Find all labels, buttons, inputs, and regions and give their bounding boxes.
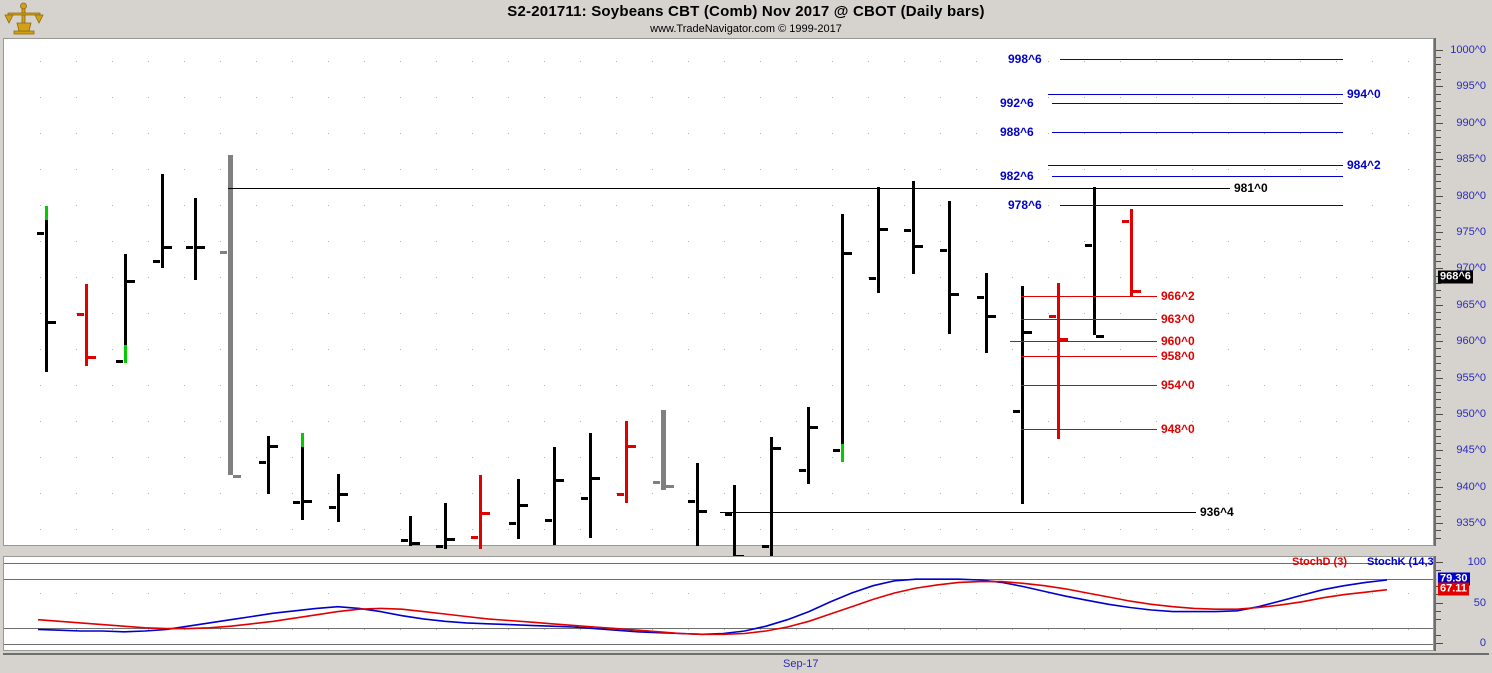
study-line[interactable] (1048, 164, 1343, 166)
study-line[interactable] (720, 512, 1196, 514)
price-axis-label: 960^0 (1456, 335, 1486, 348)
price-axis-label: 935^0 (1456, 517, 1486, 530)
study-line-label: 994^0 (1347, 86, 1381, 101)
price-axis-label: 955^0 (1456, 371, 1486, 384)
price-axis-label: 965^0 (1456, 298, 1486, 311)
study-line-label: 948^0 (1161, 421, 1195, 436)
axis-tick (1436, 231, 1443, 233)
study-line-label: 954^0 (1161, 377, 1195, 392)
time-axis-label: Sep-17 (783, 658, 819, 670)
study-line-label: 936^4 (1200, 505, 1234, 520)
price-chart-panel[interactable]: 998^6 994^0 992^6 988^6 984^2 982^6 981^0 978^6… (3, 38, 1434, 589)
study-line[interactable] (228, 188, 1230, 190)
axis-tick (1436, 450, 1443, 452)
stoch-axis-label: 100 (1467, 556, 1486, 568)
study-line[interactable] (1021, 384, 1157, 386)
stoch-k-value-tag: 79.30 (1438, 572, 1470, 586)
study-line-label: 978^6 (1008, 197, 1042, 212)
price-axis-label: 945^0 (1456, 444, 1486, 457)
axis-tick (1436, 413, 1443, 415)
axis-tick (1436, 562, 1443, 563)
study-line[interactable] (1021, 295, 1157, 297)
axis-tick (1436, 377, 1443, 379)
axis-tick (1436, 486, 1443, 488)
axis-tick (1436, 602, 1443, 604)
legend-item[interactable]: StochD (3) (1292, 556, 1347, 568)
study-line[interactable] (1048, 93, 1343, 95)
price-axis[interactable]: 1000^0 995^0 990^0 985^0 980^0 975^0 970^0 965^… (1434, 38, 1489, 546)
study-line-label: 963^0 (1161, 312, 1195, 327)
study-line[interactable] (1021, 428, 1157, 430)
stoch-gridline (4, 644, 1433, 645)
axis-tick (1436, 195, 1443, 197)
axis-tick (1436, 122, 1443, 124)
study-line-label: 982^6 (1000, 168, 1034, 183)
price-axis-label: 995^0 (1456, 80, 1486, 93)
stoch-axis-label: 0 (1479, 637, 1486, 649)
time-axis[interactable]: Sep-17 (3, 653, 1489, 672)
study-line[interactable] (1021, 319, 1157, 321)
price-axis-label: 975^0 (1456, 225, 1486, 238)
study-line[interactable] (1052, 102, 1343, 104)
price-axis-label: 1000^0 (1450, 43, 1486, 56)
study-line[interactable] (1010, 341, 1157, 343)
price-axis-label: 985^0 (1456, 153, 1486, 166)
stochastic-curves (37, 578, 1388, 636)
stoch-d-value-tag: 67.11 (1438, 582, 1469, 596)
axis-tick (1436, 304, 1443, 306)
study-line[interactable] (1060, 204, 1343, 206)
study-line-label: 984^2 (1347, 157, 1381, 172)
study-line[interactable] (1060, 59, 1343, 61)
current-price-tag: 968^6 (1438, 270, 1473, 284)
study-line[interactable] (1052, 175, 1343, 177)
balance-scale-icon (4, 2, 44, 35)
axis-tick (1436, 643, 1443, 644)
study-line-label: 960^0 (1161, 334, 1195, 349)
stoch-axis-label: 50 (1473, 596, 1486, 609)
stochastic-axis[interactable]: 100 50 0 79.30 67.11 (1434, 556, 1489, 651)
chart-subtitle: www.TradeNavigator.com © 1999-2017 (650, 23, 842, 35)
axis-tick (1436, 523, 1443, 525)
study-line[interactable] (1052, 131, 1343, 133)
price-axis-label: 950^0 (1456, 407, 1486, 420)
price-axis-label: 940^0 (1456, 480, 1486, 493)
study-line-label: 988^6 (1000, 124, 1034, 139)
legend-item[interactable]: StochK (14,3) (1367, 556, 1438, 568)
page-title: S2-201711: Soybeans CBT (Comb) Nov 2017 … (507, 3, 985, 20)
stoch-gridline (4, 627, 1433, 629)
stoch-gridline (4, 563, 1433, 564)
study-line-label: 966^2 (1161, 288, 1195, 303)
study-line-label: 992^6 (1000, 95, 1034, 110)
price-axis-label: 990^0 (1456, 116, 1486, 129)
stoch-gridline (4, 579, 1433, 581)
axis-tick (1436, 268, 1443, 270)
study-line-label: 981^0 (1234, 181, 1268, 196)
stochastic-indicator-panel[interactable]: StochD (3) StochK (14,3) (3, 556, 1438, 651)
price-axis-label: 980^0 (1456, 189, 1486, 202)
axis-tick (1436, 49, 1443, 51)
axis-tick (1436, 341, 1443, 343)
axis-tick (1436, 86, 1443, 88)
axis-tick (1436, 159, 1443, 161)
study-line-label: 958^0 (1161, 348, 1195, 363)
study-line[interactable] (1021, 355, 1157, 357)
study-line-label: 998^6 (1008, 52, 1042, 67)
